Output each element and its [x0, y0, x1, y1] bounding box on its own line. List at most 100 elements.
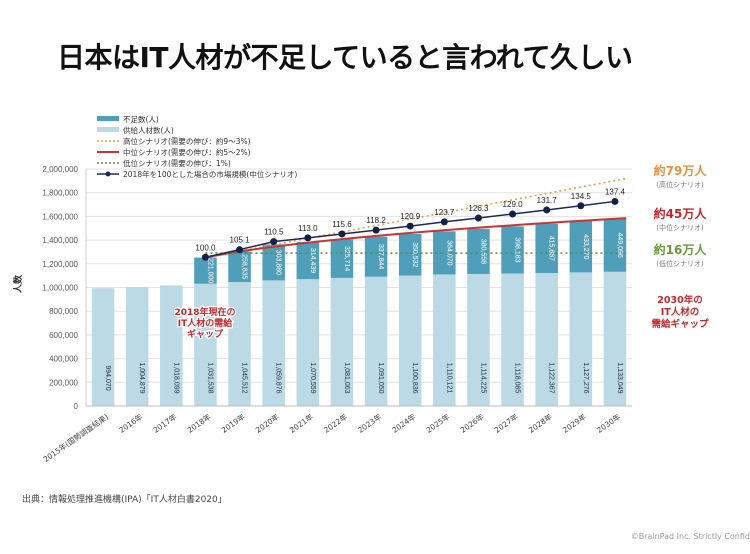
y-tick-label: 1,800,000: [42, 189, 78, 198]
bar-label-shortage: 314,439: [309, 248, 316, 273]
y-tick-label: 0: [74, 402, 79, 411]
market-index-label: 118.2: [366, 216, 386, 225]
annotation-high-sub: (高位シナリオ): [656, 180, 704, 189]
x-tick-label: 2029年: [560, 411, 588, 435]
x-tick-label: 2021年: [287, 411, 315, 435]
bar-label-supply: 1,127,276: [582, 362, 589, 393]
bar-label-supply: 1,045,512: [241, 362, 248, 393]
market-index-point: [270, 238, 278, 246]
page-title: 日本はIT人材が不足していると言われて久しい: [57, 41, 633, 74]
bar-supply: [228, 282, 251, 406]
market-index-point: [611, 197, 619, 205]
x-tick-label: 2027年: [492, 411, 520, 435]
bar-supply: [501, 273, 524, 406]
x-tick-label: 2023年: [356, 411, 384, 435]
market-index-label: 120.9: [400, 212, 421, 221]
bar-shortage: [296, 241, 320, 280]
bar-shortage: [330, 239, 354, 278]
market-index-label: 129.0: [503, 200, 524, 209]
bars: [91, 218, 627, 406]
market-index-label: 105.1: [230, 236, 251, 245]
market-index-label: 137.4: [605, 187, 626, 196]
scenario-lines: [201, 177, 627, 261]
bar-shortage: [398, 234, 422, 276]
y-tick-label: 200,000: [49, 378, 78, 387]
bar-label-shortage: 433,270: [582, 234, 589, 259]
y-tick-label: 600,000: [49, 331, 78, 340]
market-index-point: [577, 202, 585, 210]
annotation-gap-2030: 需給ギャップ: [651, 318, 709, 330]
bar-label-shortage: 258,835: [241, 254, 248, 279]
bar-shortage: [194, 257, 217, 284]
market-index-point: [201, 253, 209, 261]
y-tick-label: 1,000,000: [42, 284, 78, 293]
bar-supply: [160, 285, 183, 406]
bar-label-supply: 1,133,049: [616, 362, 623, 393]
annotation-gap-2018: 2018年現在の: [174, 306, 235, 318]
bar-label-shortage: 350,532: [411, 242, 418, 267]
bar-label-shortage: 325,714: [343, 246, 350, 271]
bar-label-supply: 1,018,099: [172, 362, 179, 393]
bar-shortage: [228, 251, 251, 283]
bar-shortage: [467, 228, 490, 274]
y-tick-label: 400,000: [49, 355, 78, 364]
market-index-point: [236, 246, 244, 254]
x-tick-label: 2022年: [322, 411, 350, 435]
bar-label-shortage: 449,096: [616, 232, 623, 257]
y-tick-label: 2,000,000: [42, 165, 78, 174]
annotation-gap-2030: 2030年の: [657, 294, 702, 306]
y-axis-label: 人数: [12, 274, 24, 294]
bar-supply: [91, 288, 115, 406]
x-tick-label: 2026年: [458, 411, 486, 435]
bar-supply: [569, 272, 593, 406]
bar-label-supply: 1,070,559: [309, 362, 316, 393]
x-tick-label: 2018年: [185, 411, 213, 435]
legend-label: 低位シナリオ(需要の伸び：1%): [123, 158, 231, 168]
y-tick-label: 800,000: [49, 307, 78, 316]
y-tick-label: 1,200,000: [42, 260, 78, 269]
bar-supply: [330, 277, 354, 406]
bar-label-shortage: 364,070: [445, 240, 452, 265]
bar-label-supply: 1,004,879: [138, 362, 145, 393]
x-tick-label: 2016年: [117, 411, 145, 435]
annotation-mid-value: 約45万人: [654, 206, 708, 221]
bar-label-supply: 1,081,063: [343, 362, 350, 393]
market-index-label: 100.0: [195, 243, 216, 252]
bar-label-supply: 1,118,085: [514, 363, 521, 394]
bar-supply: [296, 279, 320, 406]
market-index-point: [543, 206, 551, 214]
annotation-gap-2018: IT人材の需給: [178, 317, 233, 329]
legend-label: 供給人材数(人): [123, 125, 174, 135]
bar-label-supply: 994,070: [104, 365, 111, 390]
legend-label: 不足数(人): [123, 114, 159, 124]
data-labels: 994,070 1,004,879 1,018,099 1,031,538 221,00…: [104, 187, 625, 393]
bar-label-supply: 1,100,836: [411, 362, 418, 393]
market-index-label: 126.3: [468, 204, 489, 213]
x-tick-label: 2028年: [526, 411, 554, 435]
bar-shortage: [535, 223, 558, 273]
annotation-gap-2030: IT人材の: [661, 306, 700, 318]
bar-supply: [467, 273, 490, 406]
annotations: 2018年現在のIT人材の需給ギャップ2030年のIT人材の需給ギャップ約79万…: [173, 163, 709, 341]
x-tick-label: 2025年: [424, 411, 452, 435]
bar-shortage: [501, 226, 524, 274]
bar-supply: [398, 275, 422, 406]
x-tick-label: 2024年: [390, 411, 418, 435]
market-index-label: 131.7: [537, 196, 558, 205]
annotation-low-value: 約16万人: [654, 242, 708, 257]
legend: 不足数(人)供給人材数(人)高位シナリオ(需要の伸び：約9～3%)中位シナリオ(…: [97, 114, 297, 179]
bar-label-shortage: 303,880: [275, 250, 282, 275]
x-tick-label: 2030年: [595, 411, 623, 435]
bar-shortage: [569, 221, 593, 273]
bar-label-supply: 1,091,050: [377, 362, 384, 393]
bar-label-shortage: 337,844: [377, 244, 384, 269]
copyright: ©BrainPad Inc. Strictly Confid: [630, 532, 750, 541]
annotation-low-sub: (低位シナリオ): [656, 259, 704, 268]
market-index-point: [338, 230, 346, 238]
market-index-label: 123.7: [434, 208, 455, 217]
bar-label-shortage: 398,183: [514, 237, 521, 262]
market-index-point: [509, 210, 517, 218]
market-index-point: [304, 234, 312, 242]
bar-label-supply: 1,059,876: [275, 362, 282, 393]
